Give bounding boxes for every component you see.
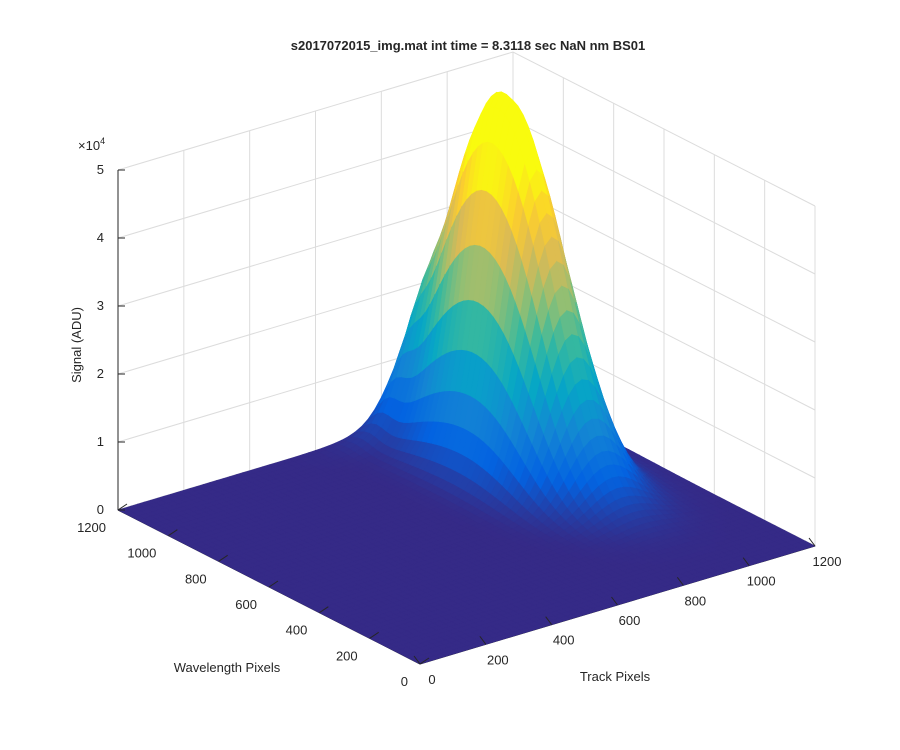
z-gridline: [117, 51, 816, 207]
y-tick-label: 0: [401, 674, 408, 689]
x-tick-label: 400: [553, 633, 575, 648]
chart-title: s2017072015_img.mat int time = 8.3118 se…: [291, 38, 645, 53]
x-tick-label: 800: [684, 593, 706, 608]
z-tick-label: 3: [97, 298, 104, 313]
y-tick-label: 1200: [77, 520, 106, 535]
z-tick-label: 1: [97, 434, 104, 449]
x-tick-label: 1200: [813, 554, 842, 569]
x-tick-label: 200: [487, 652, 509, 667]
x-tick-label: 1000: [747, 574, 776, 589]
x-axis-label: Track Pixels: [580, 669, 651, 684]
x-tick-label: 0: [428, 672, 435, 687]
y-tick-label: 400: [286, 623, 308, 638]
x-tick-label: 600: [619, 613, 641, 628]
y-tick-label: 800: [185, 571, 207, 586]
y-tick-label: 200: [336, 648, 358, 663]
z-tick-label: 5: [97, 162, 104, 177]
y-tick-label: 600: [235, 597, 257, 612]
surface: [117, 91, 816, 665]
z-tick-label: 0: [97, 502, 104, 517]
z-axis-label: Signal (ADU): [69, 307, 84, 383]
y-tick-label: 1000: [127, 546, 156, 561]
y-axis-label: Wavelength Pixels: [174, 660, 281, 675]
z-tick-label: 4: [97, 230, 104, 245]
z-exponent-label: ×104: [78, 136, 105, 153]
z-tick-label: 2: [97, 366, 104, 381]
